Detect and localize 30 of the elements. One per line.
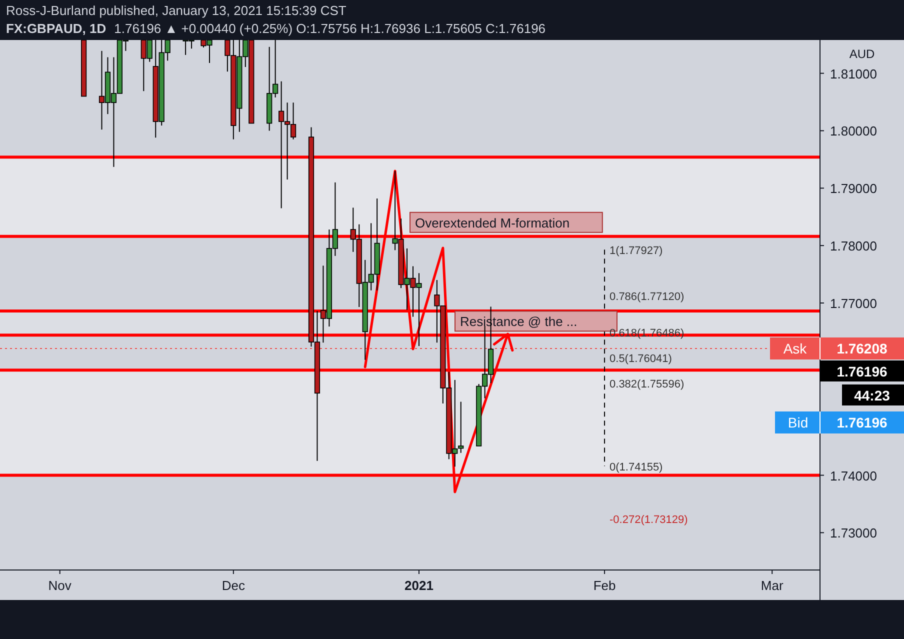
chart-title: FX:GBPAUD, 1D bbox=[6, 21, 106, 36]
y-tick-label: 1.73000 bbox=[830, 526, 877, 541]
text: 44:23 bbox=[854, 387, 890, 404]
y-tick-label: 1.79000 bbox=[830, 181, 877, 196]
x-tick-label: 2021 bbox=[404, 578, 434, 593]
annotation: 0.786(1.77120) bbox=[610, 291, 684, 304]
y-tick-label: 1.81000 bbox=[830, 66, 877, 82]
text: 1.76196 bbox=[836, 414, 888, 430]
x-tick-label: Dec bbox=[222, 578, 246, 593]
annotation: 1(1.77927) bbox=[610, 244, 663, 257]
y-tick-label: 1.80000 bbox=[830, 124, 877, 139]
annotation: -0.272(1.73129) bbox=[610, 514, 688, 526]
annotation: 0.5(1.76041) bbox=[610, 353, 672, 366]
annotation: 0(1.74155) bbox=[610, 461, 663, 474]
x-tick-label: Mar bbox=[760, 578, 784, 593]
chart-subtitle: 1.76196 ▲ +0.00440 (+0.25%) O:1.75756 H:1.76936 L:1.75605 C:1.76196 bbox=[114, 21, 546, 36]
y-tick-label: 1.78000 bbox=[830, 238, 877, 254]
text: Ross-J-Burland published, January 13, 2021 15:15:39 CST bbox=[6, 3, 346, 18]
annotation: 0.382(1.75596) bbox=[610, 378, 684, 391]
candlestick bbox=[458, 401, 464, 454]
x-tick-label: Feb bbox=[593, 578, 616, 593]
band-label: Overextended M-formation bbox=[415, 215, 570, 230]
text: 1.76208 bbox=[836, 340, 888, 356]
annotation: Bid bbox=[788, 414, 808, 430]
text: 1.76196 bbox=[836, 363, 888, 380]
y-tick-label: 1.74000 bbox=[830, 468, 877, 484]
x-tick-label: Nov bbox=[48, 578, 72, 593]
y-tick-label: 1.77000 bbox=[830, 296, 877, 311]
ref-line-label: Ask bbox=[783, 340, 808, 356]
y-axis-title: AUD bbox=[849, 47, 875, 61]
